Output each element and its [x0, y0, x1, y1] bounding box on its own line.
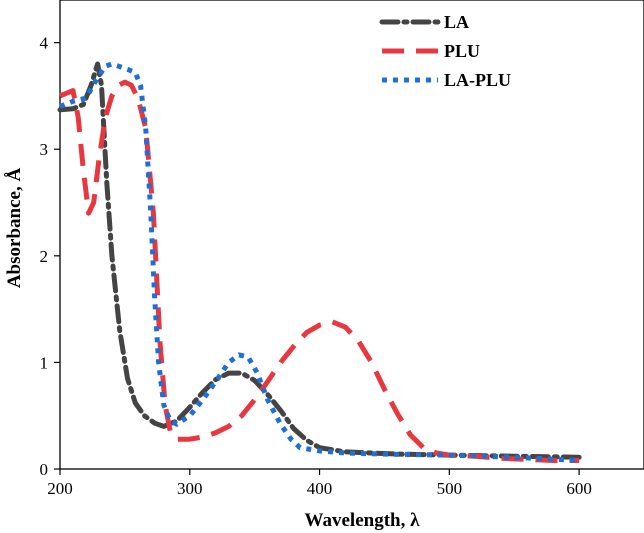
axis-ticks: 200 300 400 500 600 0 1 2 3 4	[40, 34, 592, 498]
series-layer	[57, 61, 582, 463]
y-tick-label: 3	[40, 140, 49, 159]
y-tick-label: 0	[40, 460, 49, 479]
x-axis-title: Wavelength, λ	[305, 510, 421, 531]
series-line-la-plu	[59, 61, 580, 463]
y-tick-label: 2	[40, 247, 49, 266]
legend-label-plu: PLU	[444, 41, 480, 61]
legend-label-la-plu: LA-PLU	[444, 70, 511, 90]
legend: LA PLU LA-PLU	[379, 12, 511, 90]
y-axis-title: Absorbance, Å	[4, 168, 25, 289]
legend-label-la: LA	[444, 12, 469, 32]
series-line-la	[57, 61, 582, 460]
x-tick-label: 300	[177, 479, 203, 498]
x-tick-label: 200	[47, 479, 73, 498]
y-tick-label: 1	[40, 353, 49, 372]
series-line-plu	[59, 79, 580, 463]
x-tick-label: 500	[437, 479, 463, 498]
x-tick-label: 400	[307, 479, 333, 498]
x-tick-label: 600	[566, 479, 592, 498]
plot-frame	[59, 0, 644, 470]
y-tick-label: 4	[40, 34, 49, 53]
